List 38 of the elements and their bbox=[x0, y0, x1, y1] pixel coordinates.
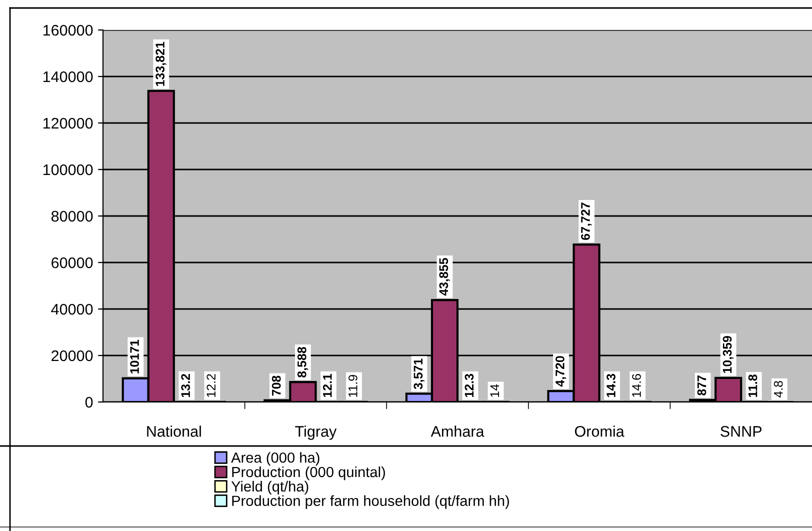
y-tick-label: 20000 bbox=[52, 350, 93, 362]
x-tick-label: Oromia bbox=[574, 426, 624, 437]
data-label: 11.9 bbox=[348, 374, 358, 397]
data-label: 14.3 bbox=[606, 374, 616, 398]
data-label: 14.6 bbox=[632, 374, 641, 397]
y-tick-label: 60000 bbox=[52, 257, 93, 268]
y-tick-label: 40000 bbox=[51, 304, 93, 315]
data-label: 67,727 bbox=[581, 202, 592, 240]
data-label: 13.2 bbox=[181, 374, 190, 398]
y-tick-label: 120000 bbox=[43, 118, 93, 129]
data-label: 4,720 bbox=[556, 356, 566, 387]
legend-label: Production (000 quintal) bbox=[232, 466, 385, 480]
data-label: 11.8 bbox=[748, 374, 758, 398]
legend-label: Production per farm household (qt/farm hh) bbox=[232, 495, 509, 509]
data-label: 133,821 bbox=[156, 42, 166, 86]
data-label: 12.2 bbox=[206, 374, 216, 397]
data-label: 43,855 bbox=[439, 258, 450, 296]
data-label: 3,571 bbox=[414, 358, 424, 390]
data-label: 708 bbox=[272, 376, 281, 396]
data-label: 14 bbox=[490, 384, 500, 397]
x-tick-label: Tigray bbox=[295, 426, 337, 440]
data-label: 877 bbox=[697, 375, 706, 396]
data-label: 12.1 bbox=[322, 374, 332, 398]
legend-label: Yield (qt/ha) bbox=[231, 480, 308, 494]
y-tick-label: 0 bbox=[85, 396, 93, 408]
data-label: 10,359 bbox=[722, 336, 734, 373]
data-label: 4.8 bbox=[774, 380, 783, 398]
y-tick-label: 140000 bbox=[43, 71, 93, 82]
y-tick-label: 160000 bbox=[43, 24, 93, 36]
data-label: 10171 bbox=[130, 340, 139, 374]
data-label: 12.3 bbox=[464, 374, 474, 398]
data-label: 8,588 bbox=[297, 346, 308, 378]
x-tick-label: SNNP bbox=[720, 426, 762, 437]
y-tick-label: 100000 bbox=[43, 164, 93, 176]
x-tick-label: Amhara bbox=[430, 426, 484, 437]
y-tick-label: 80000 bbox=[51, 210, 93, 222]
legend-label: Area (000 ha) bbox=[231, 452, 320, 466]
x-tick-label: National bbox=[147, 426, 201, 437]
